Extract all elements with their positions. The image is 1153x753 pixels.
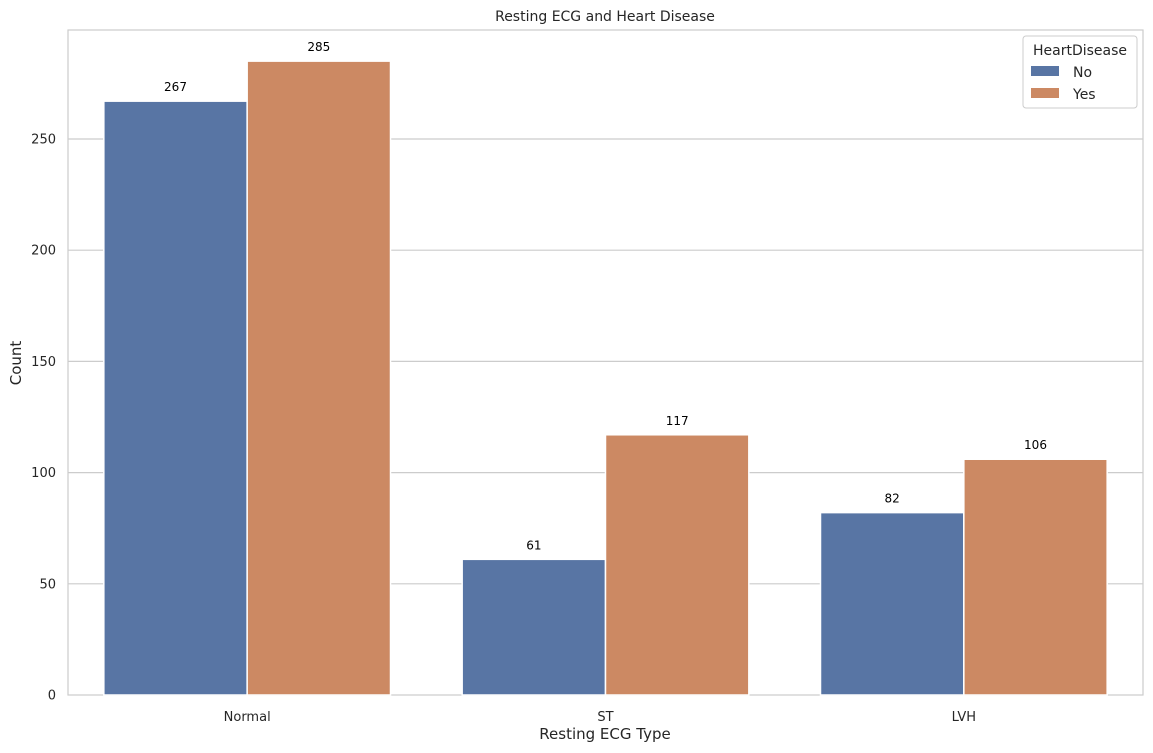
data-label: 61	[526, 538, 541, 552]
y-tick-label: 50	[39, 577, 56, 592]
y-tick-label: 250	[31, 132, 56, 147]
bar-no-normal	[103, 100, 248, 696]
y-axis-ticks: 0 50 100 150 200 250	[31, 132, 56, 703]
data-label: 106	[1024, 438, 1047, 452]
y-axis-label: Count	[7, 341, 25, 386]
bar-no-st	[461, 558, 607, 696]
legend-swatch-yes	[1031, 88, 1059, 98]
data-label: 82	[885, 492, 900, 506]
chart-title: Resting ECG and Heart Disease	[495, 9, 715, 25]
x-tick-label: LVH	[952, 710, 976, 725]
x-axis-label: Resting ECG Type	[539, 725, 670, 743]
legend: HeartDisease No Yes	[1022, 35, 1138, 109]
y-tick-label: 200	[31, 244, 56, 259]
bars	[103, 60, 1108, 696]
legend-label-no: No	[1073, 65, 1092, 81]
x-tick-label: ST	[597, 710, 613, 725]
legend-label-yes: Yes	[1072, 87, 1096, 103]
y-tick-label: 150	[31, 355, 56, 370]
bar-yes-st	[604, 434, 750, 696]
bar-yes-lvh	[963, 458, 1108, 696]
bar-yes-normal	[246, 60, 392, 696]
x-axis-ticks: Normal ST LVH	[224, 710, 976, 725]
bar-no-lvh	[819, 511, 965, 696]
data-label: 285	[307, 40, 330, 54]
data-label: 117	[666, 414, 689, 428]
y-tick-label: 0	[48, 689, 56, 704]
data-labels: 267 285 61 117 82 106	[164, 40, 1047, 552]
legend-swatch-no	[1031, 66, 1059, 76]
legend-title: HeartDisease	[1033, 43, 1127, 59]
x-tick-label: Normal	[224, 710, 271, 725]
data-label: 267	[164, 80, 187, 94]
y-tick-label: 100	[31, 466, 56, 481]
